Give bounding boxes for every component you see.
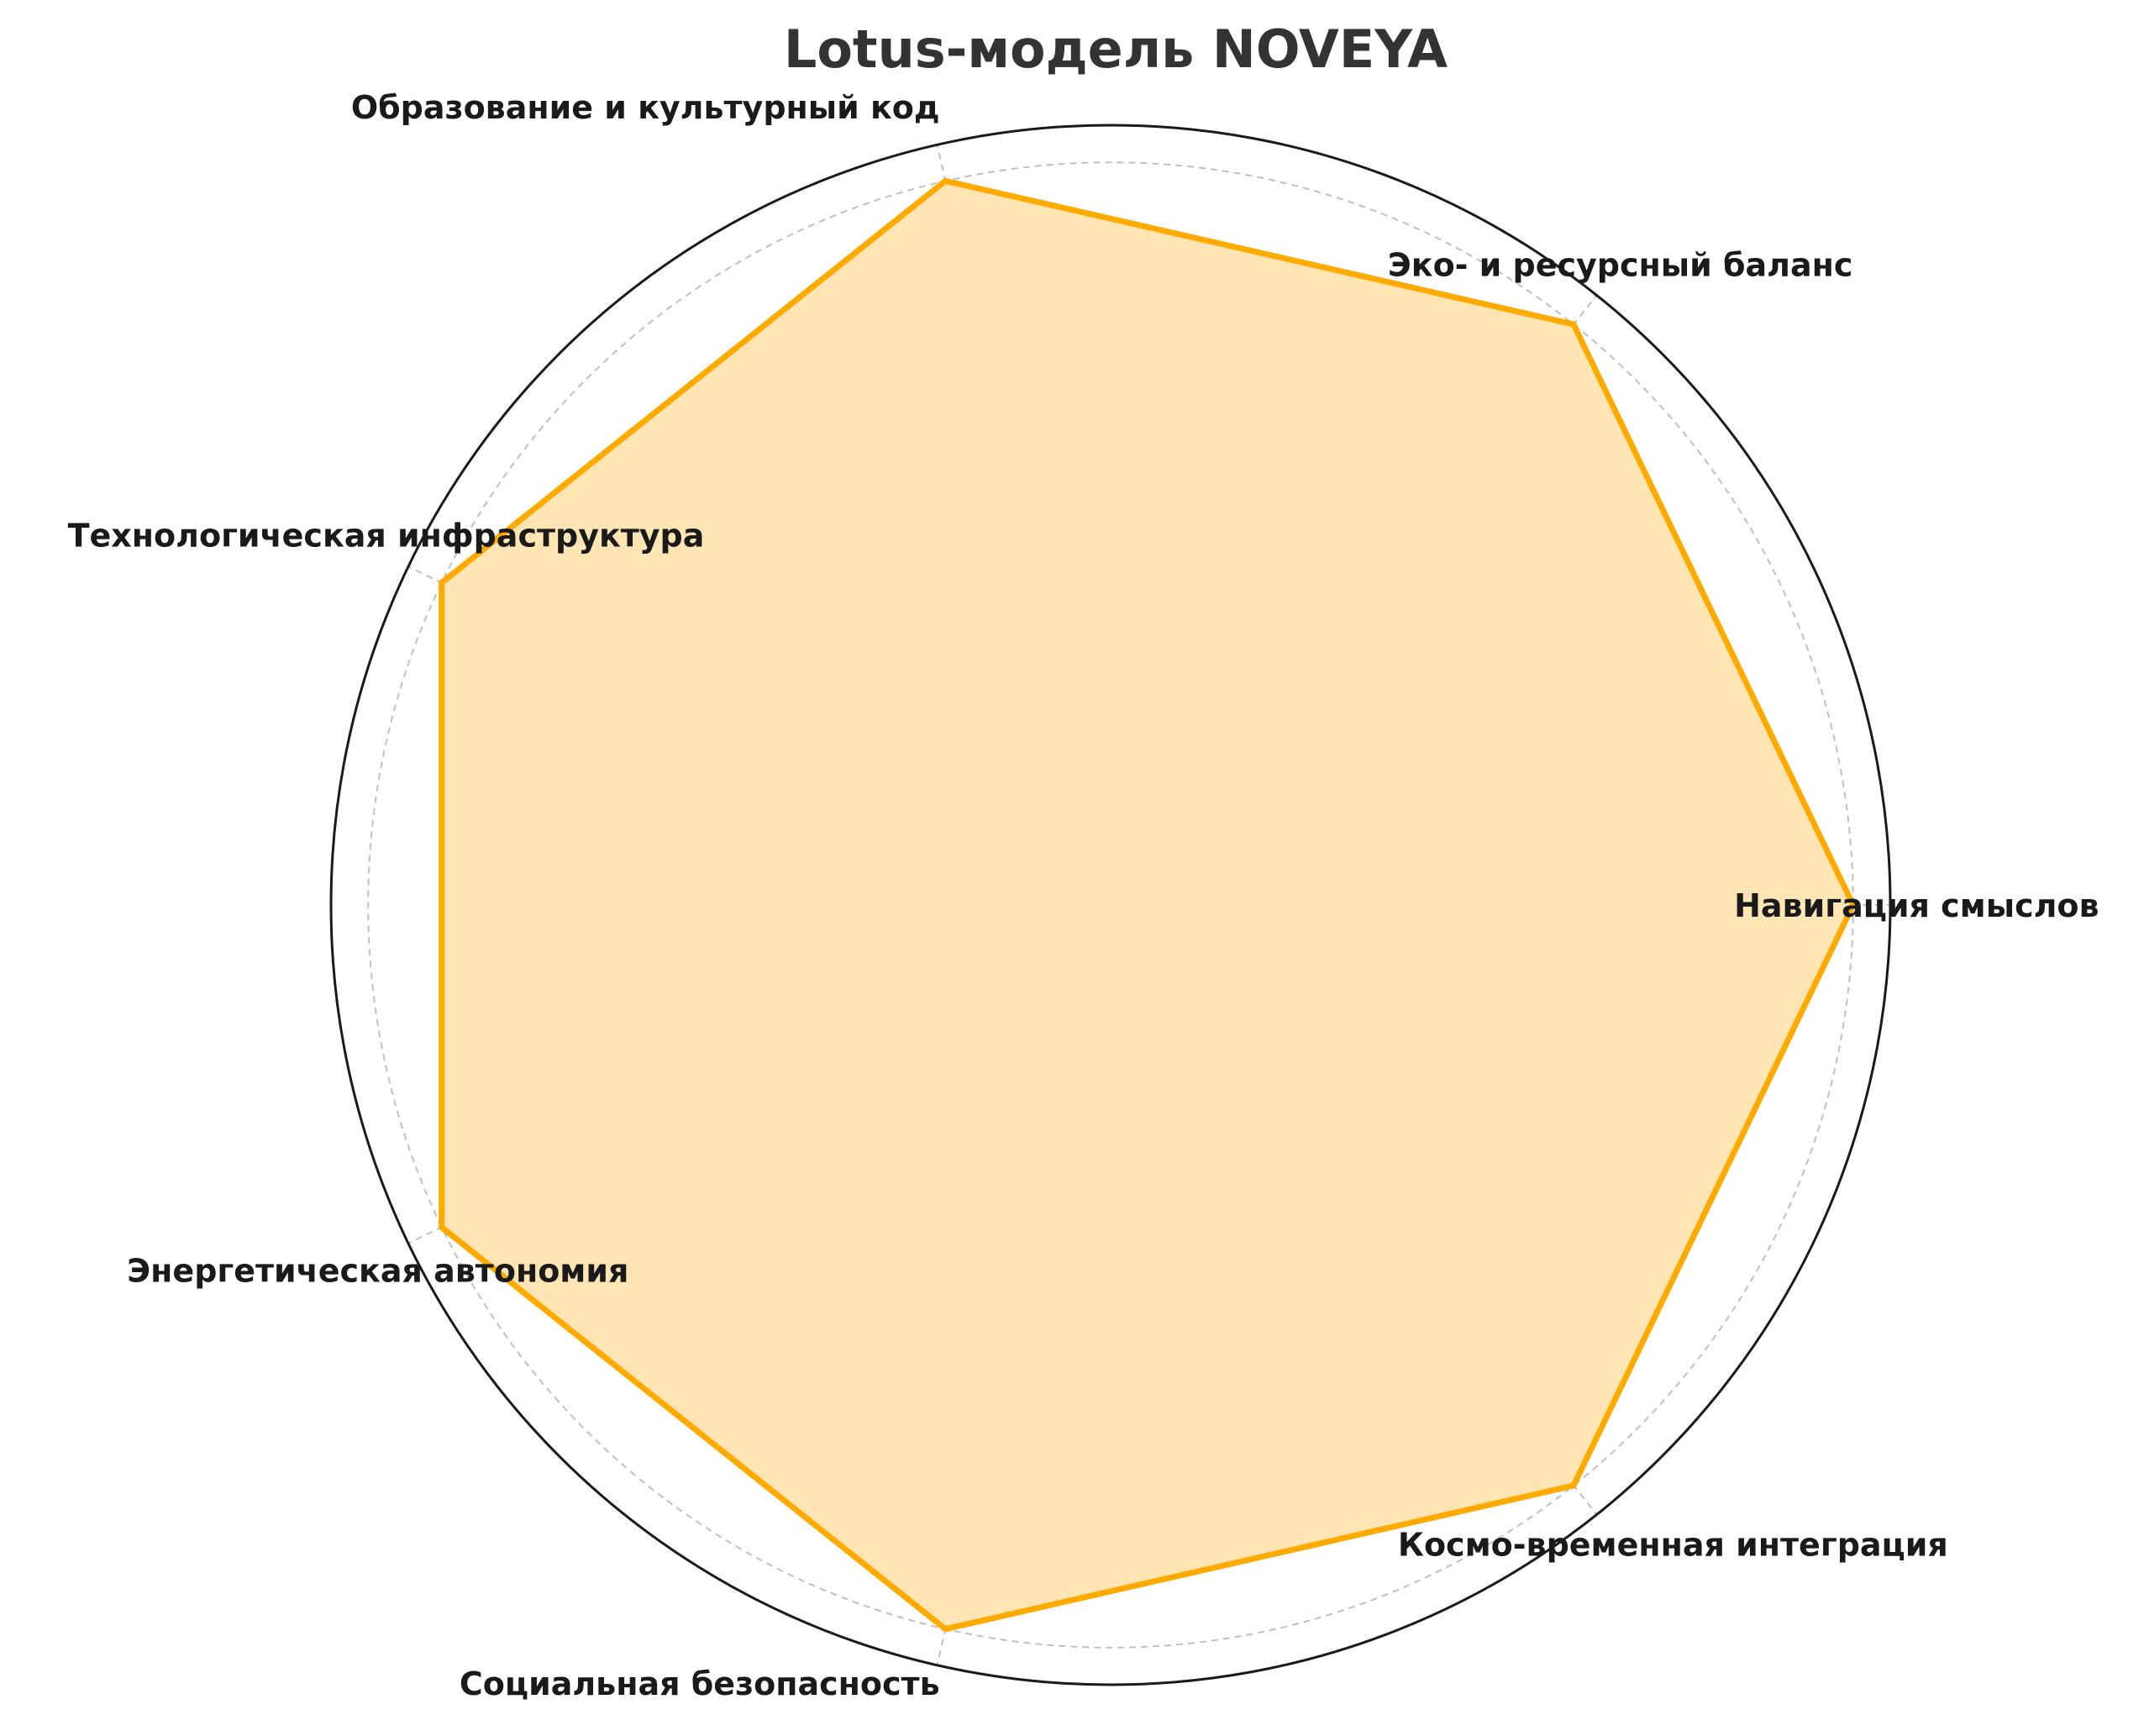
data-point-7 xyxy=(1570,1482,1577,1489)
data-point-6 xyxy=(942,1626,949,1633)
series-line-1 xyxy=(439,177,1857,1633)
axis-label-3: Образование и культурный код xyxy=(351,89,940,126)
data-point-3 xyxy=(942,177,949,184)
data-point-2 xyxy=(1570,321,1577,328)
data-point-1 xyxy=(1850,902,1857,908)
data-layer xyxy=(329,124,1892,1686)
axis-label-1: Навигация смыслов xyxy=(1734,887,2099,924)
axis-label-6: Социальная безопасность xyxy=(460,1665,940,1702)
label-layer: Навигация смыслов Эко- и ресурсный баланс… xyxy=(68,89,2099,1702)
series-area-1 xyxy=(441,181,1853,1629)
chart-title: Lotus-модель NOVEYA xyxy=(784,18,1448,80)
polar-frame xyxy=(329,124,1892,1686)
data-point-4 xyxy=(439,580,445,587)
data-point-5 xyxy=(439,1223,445,1230)
axis-label-4: Технологическая инфраструктура xyxy=(68,517,705,554)
axis-label-7: Космо-временная интеграция xyxy=(1398,1527,1948,1564)
axis-label-2: Эко- и ресурсный баланс xyxy=(1388,246,1853,283)
axis-label-5: Энергетическая автономия xyxy=(127,1253,628,1290)
